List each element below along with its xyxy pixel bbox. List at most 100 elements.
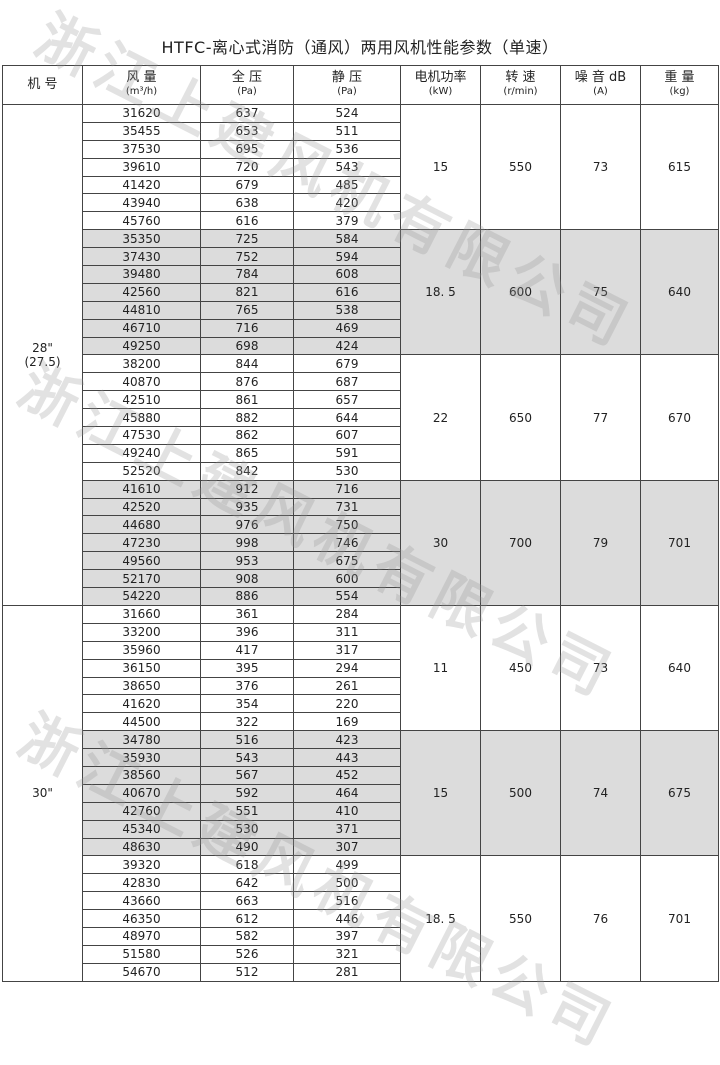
airflow-cell: 47530 — [82, 426, 201, 445]
airflow-cell: 45760 — [82, 211, 201, 231]
weight-cell: 675 — [640, 730, 719, 857]
table-row: 28" (27.5) 31620 637 524 15 550 73 615 — [2, 103, 719, 606]
static-pressure-cell: 443 — [293, 748, 401, 767]
total-pressure-cell: 616 — [200, 211, 294, 231]
static-pressure-cell: 594 — [293, 247, 401, 267]
total-pressure-cell: 953 — [200, 551, 294, 571]
column-header: 重 量 (kg) — [640, 65, 719, 105]
column-header-unit: (r/min) — [503, 86, 538, 97]
total-pressure-cell: 752 — [200, 247, 294, 267]
total-pressure-cell: 417 — [200, 640, 294, 660]
table-row: 42510 861 657 — [3, 390, 719, 410]
total-pressure-cell: 882 — [200, 408, 294, 428]
static-pressure-cell: 516 — [293, 891, 401, 911]
total-pressure-cell: 765 — [200, 300, 294, 320]
static-pressure-cell: 536 — [293, 139, 401, 159]
speed-cell: 550 — [480, 855, 561, 982]
table-row: 42830 642 500 — [3, 873, 719, 893]
airflow-cell: 31620 — [82, 104, 201, 123]
speed-cell: 550 — [480, 103, 561, 231]
model-cell: 28" (27.5) — [2, 104, 83, 606]
noise-cell: 77 — [560, 354, 641, 481]
airflow-cell: 34780 — [82, 730, 201, 750]
table-row: 38200 844 679 22 650 77 670 — [3, 354, 719, 481]
static-pressure-cell: 424 — [293, 336, 401, 356]
table-row: 49560 953 675 — [3, 551, 719, 571]
motor-power-cell: 15 — [400, 103, 481, 231]
airflow-cell: 40870 — [82, 372, 201, 392]
static-pressure-cell: 169 — [293, 712, 401, 732]
airflow-cell: 46710 — [82, 318, 201, 338]
static-pressure-cell: 446 — [293, 909, 401, 928]
total-pressure-cell: 876 — [200, 372, 294, 392]
motor-power-cell: 30 — [400, 479, 481, 606]
static-pressure-cell: 543 — [293, 157, 401, 177]
static-pressure-cell: 679 — [293, 354, 401, 374]
airflow-cell: 49560 — [82, 551, 201, 571]
column-header: 电机功率 (kW) — [400, 65, 481, 105]
airflow-cell: 41610 — [82, 479, 201, 499]
airflow-cell: 54670 — [82, 962, 201, 982]
total-pressure-cell: 720 — [200, 157, 294, 177]
static-pressure-cell: 410 — [293, 801, 401, 821]
static-pressure-cell: 731 — [293, 497, 401, 517]
total-pressure-cell: 695 — [200, 139, 294, 159]
airflow-cell: 35350 — [82, 229, 201, 249]
total-pressure-cell: 886 — [200, 587, 294, 606]
total-pressure-cell: 618 — [200, 855, 294, 875]
table-row: 44680 976 750 — [3, 515, 719, 535]
airflow-cell: 52170 — [82, 569, 201, 589]
column-header: 噪 音 dB (A) — [560, 65, 641, 105]
column-header-label: 静 压 — [331, 70, 363, 85]
table-row: 42560 821 616 — [3, 282, 719, 302]
table-row: 45340 530 371 — [3, 819, 719, 839]
total-pressure-cell: 784 — [200, 265, 294, 284]
total-pressure-cell: 935 — [200, 497, 294, 517]
airflow-cell: 44500 — [82, 712, 201, 732]
total-pressure-cell: 516 — [200, 730, 294, 750]
static-pressure-cell: 281 — [293, 962, 401, 982]
weight-cell: 701 — [640, 855, 719, 982]
weight-cell: 640 — [640, 604, 719, 732]
total-pressure-cell: 592 — [200, 783, 294, 803]
speed-cell: 500 — [480, 730, 561, 857]
airflow-cell: 43660 — [82, 891, 201, 911]
noise-cell: 73 — [560, 103, 641, 231]
static-pressure-cell: 538 — [293, 300, 401, 320]
airflow-cell: 44680 — [82, 515, 201, 535]
table-row: 48970 582 397 — [3, 926, 719, 946]
airflow-cell: 40670 — [82, 783, 201, 803]
total-pressure-cell: 821 — [200, 282, 294, 302]
table-row: 46710 716 469 — [3, 318, 719, 338]
table-row: 34780 516 423 15 500 74 675 — [3, 730, 719, 857]
total-pressure-cell: 396 — [200, 622, 294, 642]
column-header-unit: (kg) — [669, 86, 690, 97]
airflow-cell: 42560 — [82, 282, 201, 302]
column-header-unit: (kW) — [428, 86, 453, 97]
static-pressure-cell: 716 — [293, 479, 401, 499]
total-pressure-cell: 582 — [200, 926, 294, 946]
static-pressure-cell: 307 — [293, 837, 401, 857]
table-row: 39480 784 608 — [3, 265, 719, 284]
table-row: 51580 526 321 — [3, 944, 719, 964]
column-header-label: 转 速 — [505, 70, 536, 85]
static-pressure-cell: 294 — [293, 658, 401, 678]
static-pressure-cell: 321 — [293, 944, 401, 964]
header-row: 机 号风 量 (m³/h) 全 压 (Pa) 静 压 (Pa) 电机功率 (kW) 转 速 (r/… — [2, 65, 719, 105]
column-header-unit: (Pa) — [337, 86, 357, 97]
table-row: 35350 725 584 18. 5 600 75 640 — [3, 229, 719, 356]
column-header-unit: (Pa) — [237, 86, 257, 97]
static-pressure-cell: 524 — [293, 104, 401, 123]
airflow-cell: 38200 — [82, 354, 201, 374]
static-pressure-cell: 452 — [293, 765, 401, 785]
table-row: 45760 616 379 — [3, 211, 719, 231]
static-pressure-cell: 485 — [293, 175, 401, 195]
total-pressure-cell: 638 — [200, 193, 294, 213]
airflow-cell: 48630 — [82, 837, 201, 857]
table-row: 49240 865 591 — [3, 443, 719, 463]
total-pressure-cell: 842 — [200, 461, 294, 481]
static-pressure-cell: 591 — [293, 443, 401, 463]
table-row: 33200 396 311 — [3, 622, 719, 642]
airflow-cell: 46350 — [82, 909, 201, 928]
airflow-cell: 43940 — [82, 193, 201, 213]
